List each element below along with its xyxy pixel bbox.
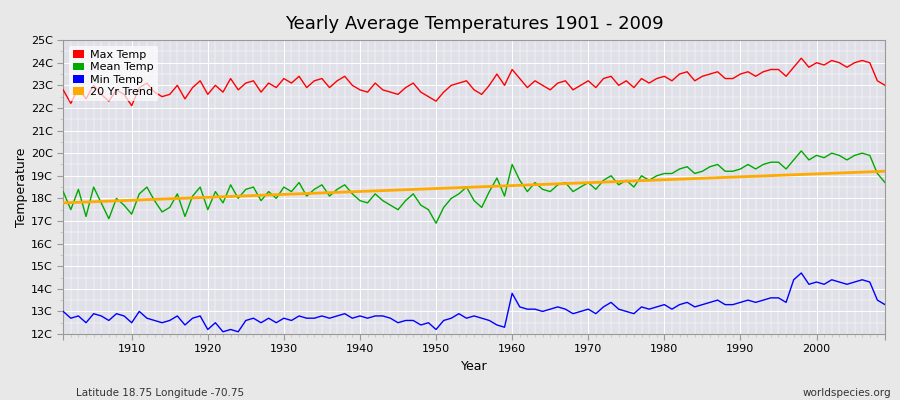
Legend: Max Temp, Mean Temp, Min Temp, 20 Yr Trend: Max Temp, Mean Temp, Min Temp, 20 Yr Tre… (68, 46, 158, 101)
X-axis label: Year: Year (461, 360, 488, 373)
Text: worldspecies.org: worldspecies.org (803, 388, 891, 398)
Text: Latitude 18.75 Longitude -70.75: Latitude 18.75 Longitude -70.75 (76, 388, 245, 398)
Y-axis label: Temperature: Temperature (15, 147, 28, 227)
Title: Yearly Average Temperatures 1901 - 2009: Yearly Average Temperatures 1901 - 2009 (284, 15, 663, 33)
